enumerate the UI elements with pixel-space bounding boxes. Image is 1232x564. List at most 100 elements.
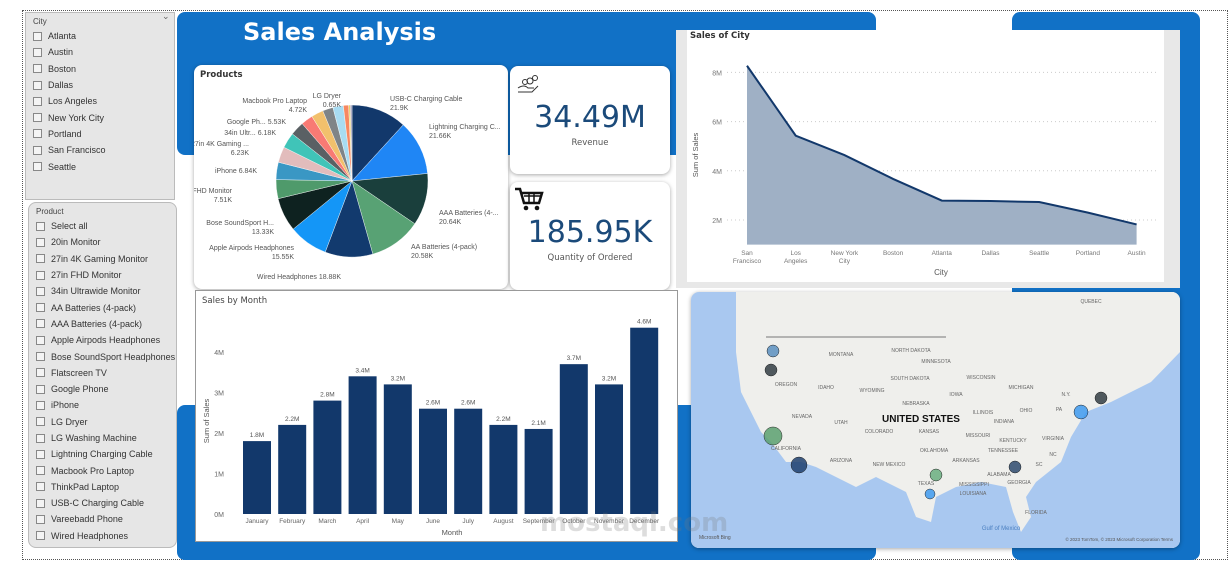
slicer-item[interactable]: Boston [26, 61, 174, 77]
slicer-item-label: USB-C Charging Cable [51, 498, 145, 509]
map-label: UTAH [834, 420, 848, 426]
slicer-item[interactable]: ThinkPad Laptop [29, 479, 176, 495]
bar[interactable] [243, 441, 271, 514]
slicer-item[interactable]: LG Dryer [29, 414, 176, 430]
map-country-label: UNITED STATES [882, 414, 960, 425]
checkbox[interactable] [36, 335, 45, 345]
slicer-item[interactable]: Austin [26, 44, 174, 60]
slicer-item[interactable]: Apple Airpods Headphones [29, 332, 176, 348]
map-label: KANSAS [919, 429, 940, 435]
checkbox[interactable] [36, 400, 45, 410]
bar[interactable] [419, 408, 447, 514]
slicer-item[interactable]: Atlanta [26, 28, 174, 44]
checkbox[interactable] [36, 303, 45, 313]
checkbox[interactable] [36, 254, 45, 264]
checkbox[interactable] [33, 129, 42, 139]
city-bubble[interactable] [790, 456, 808, 474]
slicer-item[interactable]: Lightning Charging Cable [29, 446, 176, 462]
city-bubble[interactable] [764, 363, 778, 377]
slicer-item[interactable]: AA Batteries (4-pack) [29, 299, 176, 315]
city-bubble[interactable] [929, 468, 943, 482]
checkbox[interactable] [36, 531, 45, 541]
slicer-item[interactable]: 27in FHD Monitor [29, 267, 176, 283]
checkbox[interactable] [36, 270, 45, 280]
slicer-item[interactable]: Seattle [26, 158, 174, 174]
chevron-down-icon[interactable]: ⌄ [162, 12, 170, 22]
slicer-item[interactable]: Vareebadd Phone [29, 511, 176, 527]
bar[interactable] [313, 400, 342, 514]
checkbox[interactable] [33, 80, 42, 90]
bar[interactable] [278, 424, 307, 514]
checkbox[interactable] [36, 498, 45, 508]
city-bubble[interactable] [763, 426, 783, 446]
city-bubble[interactable] [766, 344, 780, 358]
bar[interactable] [348, 376, 377, 514]
checkbox[interactable] [33, 31, 42, 41]
bar[interactable] [489, 424, 518, 514]
map-label: ALABAMA [987, 472, 1011, 478]
checkbox[interactable] [36, 466, 45, 476]
checkbox[interactable] [36, 368, 45, 378]
city-bubble[interactable] [1094, 391, 1108, 405]
checkbox[interactable] [36, 237, 45, 247]
slicer-item[interactable]: Macbook Pro Laptop [29, 462, 176, 478]
slicer-item-label: AA Batteries (4-pack) [51, 302, 137, 313]
checkbox[interactable] [33, 113, 42, 123]
slicer-item[interactable]: AAA Batteries (4-pack) [29, 316, 176, 332]
checkbox[interactable] [36, 449, 45, 459]
checkbox[interactable] [33, 145, 42, 155]
slicer-item[interactable]: Select all [29, 218, 176, 234]
product-slicer-header: Product [36, 207, 64, 216]
checkbox[interactable] [36, 433, 45, 443]
slicer-item-label: Google Phone [51, 384, 109, 395]
bar[interactable] [454, 408, 483, 514]
bar[interactable] [383, 384, 412, 514]
slicer-item[interactable]: USB-C Charging Cable [29, 495, 176, 511]
bar[interactable] [630, 327, 659, 514]
slicer-item[interactable]: Wired Headphones [29, 528, 176, 544]
x-tick-label: San Francisco [733, 250, 762, 265]
slicer-item[interactable]: 27in 4K Gaming Monitor [29, 251, 176, 267]
bar[interactable] [524, 428, 553, 514]
slicer-item[interactable]: iPhone [29, 397, 176, 413]
slicer-item[interactable]: Flatscreen TV [29, 365, 176, 381]
city-bubble[interactable] [1073, 404, 1089, 420]
city-map[interactable]: UNITED STATES MONTANA NORTH DAKOTA MINNESOT… [691, 292, 1180, 548]
checkbox[interactable] [36, 319, 45, 329]
checkbox[interactable] [36, 417, 45, 427]
sales-by-month-card: Sales by Month 0M 1M 2M 3M 4M 1.8M January 2.2M… [195, 290, 678, 542]
slicer-item[interactable]: Google Phone [29, 381, 176, 397]
slicer-item[interactable]: San Francisco [26, 142, 174, 158]
slicer-item-label: Bose SoundSport Headphones [51, 351, 176, 362]
data-label: 3.2M [391, 375, 405, 382]
slicer-item[interactable]: LG Washing Machine [29, 430, 176, 446]
city-slicer: City Atlanta Austin Boston Dallas Los Angele… [25, 12, 175, 200]
checkbox[interactable] [33, 47, 42, 57]
products-pie-chart: USB-C Charging Cable 21.9K Lightning Charg… [177, 93, 501, 281]
slicer-item[interactable]: 34in Ultrawide Monitor [29, 283, 176, 299]
city-bubble[interactable] [1008, 460, 1022, 474]
checkbox[interactable] [33, 162, 42, 172]
map-attribution: © 2023 TomTom, © 2023 Microsoft Corporat… [1065, 536, 1173, 542]
slicer-item[interactable]: Bose SoundSport Headphones [29, 348, 176, 364]
checkbox[interactable] [36, 221, 45, 231]
bar[interactable] [559, 364, 588, 514]
city-bubble[interactable] [924, 488, 936, 500]
pie-slice[interactable] [350, 104, 353, 182]
checkbox[interactable] [36, 286, 45, 296]
checkbox[interactable] [36, 482, 45, 492]
slicer-item[interactable]: New York City [26, 109, 174, 125]
checkbox[interactable] [36, 352, 45, 362]
checkbox[interactable] [36, 384, 45, 394]
checkbox[interactable] [36, 514, 45, 524]
us-map[interactable]: UNITED STATES MONTANA NORTH DAKOTA MINNESOT… [691, 292, 1180, 548]
bar[interactable] [595, 384, 623, 514]
slicer-item[interactable]: Portland [26, 126, 174, 142]
sales-of-city-title: Sales of City [690, 31, 750, 41]
slicer-item[interactable]: 20in Monitor [29, 234, 176, 250]
map-label: ILLINOIS [973, 410, 994, 416]
slicer-item[interactable]: Los Angeles [26, 93, 174, 109]
checkbox[interactable] [33, 96, 42, 106]
slicer-item[interactable]: Dallas [26, 77, 174, 93]
checkbox[interactable] [33, 64, 42, 74]
